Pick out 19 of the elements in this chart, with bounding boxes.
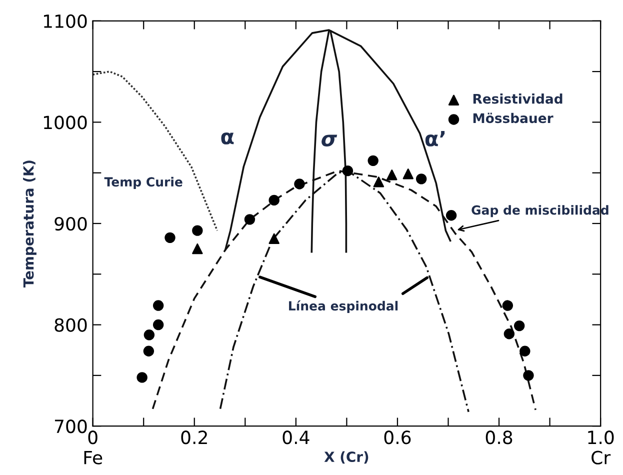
legend-label: Mössbauer — [473, 112, 554, 124]
y-tick-label: 700 — [54, 420, 87, 434]
y-tick-label: 800 — [54, 318, 87, 332]
y-tick-label: 1100 — [44, 14, 87, 28]
x-tick-label: 0.8 — [486, 430, 512, 444]
annotation: α — [221, 132, 234, 144]
x-tick-label: 0.2 — [181, 430, 207, 444]
annotation: α’ — [425, 130, 445, 146]
x-tick-label: 1.0 Cr — [588, 430, 614, 464]
x-axis-title: X (Cr) — [324, 451, 368, 464]
x-tick-label: 0.4 — [282, 430, 310, 444]
annotation: Temp Curie — [104, 176, 182, 190]
y-tick-label: 1000 — [44, 116, 87, 130]
annotation: Línea espinodal — [289, 300, 398, 314]
y-axis-title: Temperatura (K) — [23, 160, 36, 288]
legend-label: Resistividad — [473, 94, 562, 104]
annotation: σ — [322, 134, 338, 146]
x-tick-label: 0.6 — [384, 430, 411, 444]
y-tick-label: 900 — [54, 216, 87, 231]
